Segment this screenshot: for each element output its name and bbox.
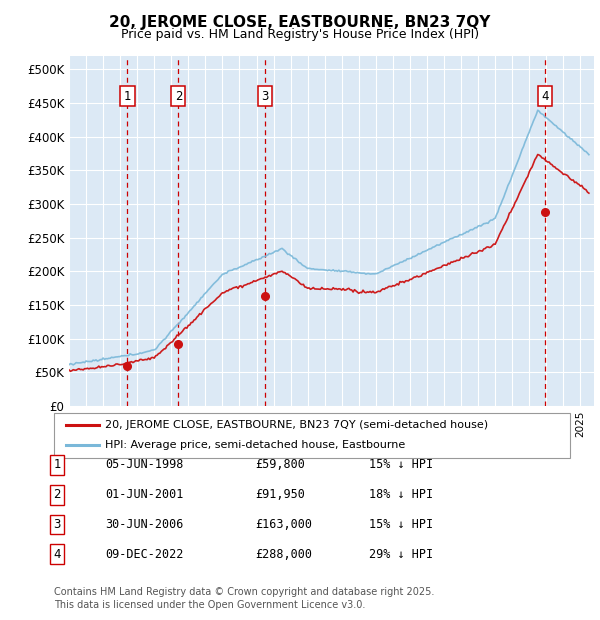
Text: 1: 1 xyxy=(53,459,61,471)
Text: 09-DEC-2022: 09-DEC-2022 xyxy=(105,548,184,560)
Text: 4: 4 xyxy=(542,90,549,103)
Text: HPI: Average price, semi-detached house, Eastbourne: HPI: Average price, semi-detached house,… xyxy=(105,440,405,450)
Text: Price paid vs. HM Land Registry's House Price Index (HPI): Price paid vs. HM Land Registry's House … xyxy=(121,28,479,41)
Text: £91,950: £91,950 xyxy=(255,489,305,501)
Text: 30-JUN-2006: 30-JUN-2006 xyxy=(105,518,184,531)
Text: 2: 2 xyxy=(175,90,182,103)
Text: 20, JEROME CLOSE, EASTBOURNE, BN23 7QY (semi-detached house): 20, JEROME CLOSE, EASTBOURNE, BN23 7QY (… xyxy=(105,420,488,430)
Text: £288,000: £288,000 xyxy=(255,548,312,560)
Text: 3: 3 xyxy=(53,518,61,531)
Text: 01-JUN-2001: 01-JUN-2001 xyxy=(105,489,184,501)
Text: Contains HM Land Registry data © Crown copyright and database right 2025.
This d: Contains HM Land Registry data © Crown c… xyxy=(54,587,434,610)
Text: 20, JEROME CLOSE, EASTBOURNE, BN23 7QY: 20, JEROME CLOSE, EASTBOURNE, BN23 7QY xyxy=(109,16,491,30)
Text: 15% ↓ HPI: 15% ↓ HPI xyxy=(369,459,433,471)
Text: 1: 1 xyxy=(124,90,131,103)
Text: £59,800: £59,800 xyxy=(255,459,305,471)
Text: 15% ↓ HPI: 15% ↓ HPI xyxy=(369,518,433,531)
Text: 29% ↓ HPI: 29% ↓ HPI xyxy=(369,548,433,560)
Text: 18% ↓ HPI: 18% ↓ HPI xyxy=(369,489,433,501)
Text: 05-JUN-1998: 05-JUN-1998 xyxy=(105,459,184,471)
Text: 4: 4 xyxy=(53,548,61,560)
Text: £163,000: £163,000 xyxy=(255,518,312,531)
Text: 3: 3 xyxy=(262,90,269,103)
Text: 2: 2 xyxy=(53,489,61,501)
